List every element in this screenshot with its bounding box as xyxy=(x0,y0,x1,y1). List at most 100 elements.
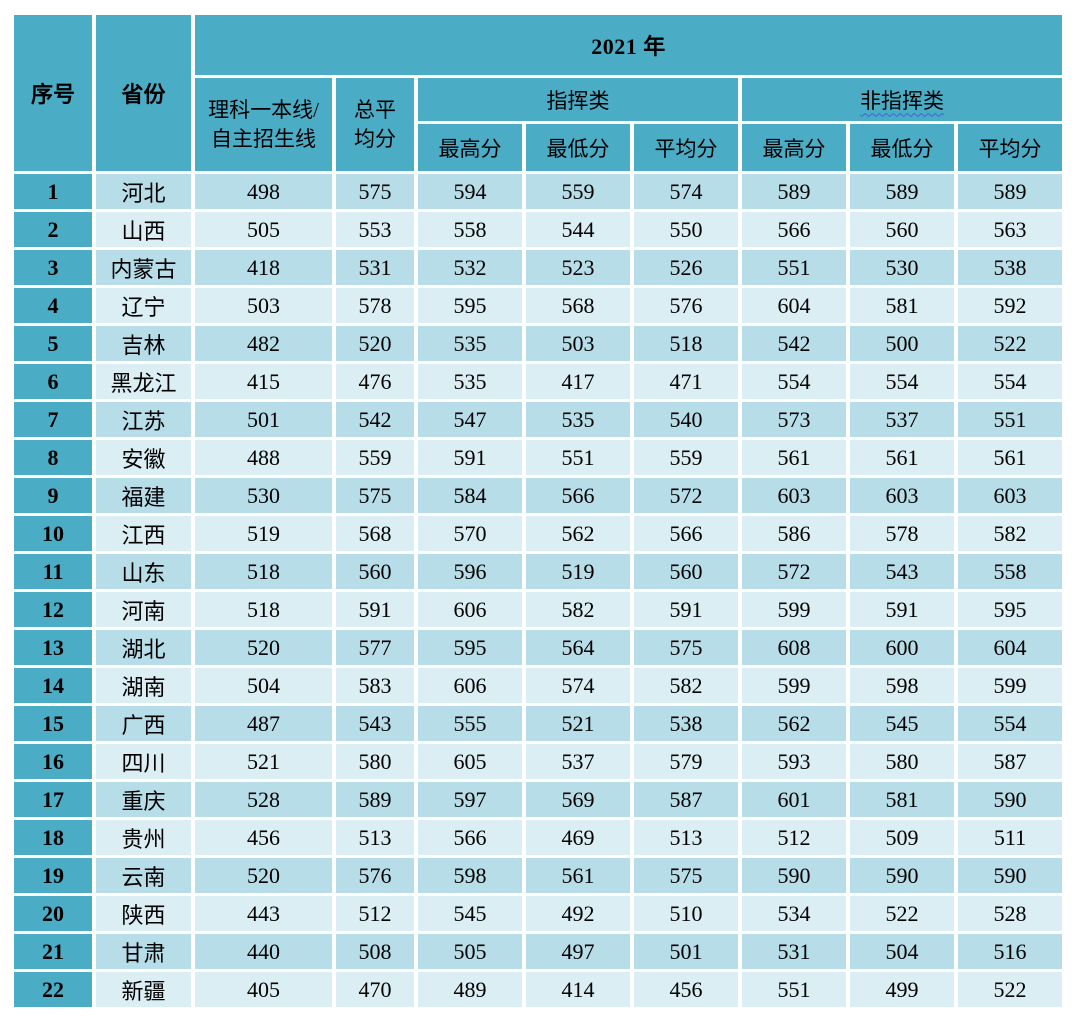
score-cell: 572 xyxy=(634,478,738,513)
score-cell: 542 xyxy=(742,326,846,361)
subheader-noncommand-avg: 平均分 xyxy=(958,124,1063,171)
score-cell: 560 xyxy=(336,554,414,589)
score-cell: 575 xyxy=(336,478,414,513)
score-cell: 604 xyxy=(958,630,1063,665)
province-cell: 江苏 xyxy=(96,402,191,437)
score-cell: 500 xyxy=(850,326,954,361)
score-cell: 558 xyxy=(418,212,522,247)
score-cell: 582 xyxy=(526,592,630,627)
score-cell: 590 xyxy=(958,782,1063,817)
province-cell: 山西 xyxy=(96,212,191,247)
table-row: 13 湖北 520 577 595 564 575 608 600 604 xyxy=(14,630,1063,665)
score-cell: 568 xyxy=(336,516,414,551)
row-index: 6 xyxy=(14,364,92,399)
score-cell: 505 xyxy=(195,212,332,247)
score-cell: 561 xyxy=(958,440,1063,475)
table-row: 2 山西 505 553 558 544 550 566 560 563 xyxy=(14,212,1063,247)
score-cell: 578 xyxy=(336,288,414,323)
score-cell: 522 xyxy=(850,896,954,931)
row-index: 10 xyxy=(14,516,92,551)
score-cell: 586 xyxy=(742,516,846,551)
score-cell: 606 xyxy=(418,668,522,703)
col-header-command-group: 指挥类 xyxy=(418,78,738,121)
province-cell: 山东 xyxy=(96,554,191,589)
province-cell: 新疆 xyxy=(96,972,191,1007)
score-cell: 535 xyxy=(418,326,522,361)
score-cell: 543 xyxy=(336,706,414,741)
score-cell: 443 xyxy=(195,896,332,931)
score-cell: 559 xyxy=(526,174,630,209)
score-cell: 570 xyxy=(418,516,522,551)
province-cell: 河北 xyxy=(96,174,191,209)
score-cell: 499 xyxy=(850,972,954,1007)
row-index: 1 xyxy=(14,174,92,209)
score-cell: 530 xyxy=(850,250,954,285)
score-cell: 530 xyxy=(195,478,332,513)
score-cell: 520 xyxy=(195,858,332,893)
score-cell: 471 xyxy=(634,364,738,399)
row-index: 11 xyxy=(14,554,92,589)
score-cell: 537 xyxy=(850,402,954,437)
province-cell: 贵州 xyxy=(96,820,191,855)
table-row: 16 四川 521 580 605 537 579 593 580 587 xyxy=(14,744,1063,779)
score-cell: 579 xyxy=(634,744,738,779)
score-cell: 601 xyxy=(742,782,846,817)
score-cell: 554 xyxy=(742,364,846,399)
score-cell: 554 xyxy=(850,364,954,399)
table-row: 3 内蒙古 418 531 532 523 526 551 530 538 xyxy=(14,250,1063,285)
score-cell: 528 xyxy=(195,782,332,817)
score-cell: 508 xyxy=(336,934,414,969)
score-cell: 440 xyxy=(195,934,332,969)
row-index: 3 xyxy=(14,250,92,285)
score-cell: 574 xyxy=(526,668,630,703)
score-cell: 538 xyxy=(634,706,738,741)
score-cell: 470 xyxy=(336,972,414,1007)
table-row: 20 陕西 443 512 545 492 510 534 522 528 xyxy=(14,896,1063,931)
score-cell: 592 xyxy=(958,288,1063,323)
table-header: 序号 省份 2021 年 理科一本线/ 自主招生线 总平 均分 指挥类 非指挥类… xyxy=(14,15,1063,171)
table-row: 22 新疆 405 470 489 414 456 551 499 522 xyxy=(14,972,1063,1007)
score-cell: 591 xyxy=(336,592,414,627)
score-cell: 534 xyxy=(742,896,846,931)
score-cell: 576 xyxy=(336,858,414,893)
table-row: 19 云南 520 576 598 561 575 590 590 590 xyxy=(14,858,1063,893)
score-cell: 555 xyxy=(418,706,522,741)
score-cell: 503 xyxy=(195,288,332,323)
score-cell: 569 xyxy=(526,782,630,817)
score-cell: 561 xyxy=(526,858,630,893)
province-cell: 辽宁 xyxy=(96,288,191,323)
row-index: 2 xyxy=(14,212,92,247)
score-cell: 531 xyxy=(336,250,414,285)
col-header-science-line: 理科一本线/ 自主招生线 xyxy=(195,78,332,171)
score-cell: 603 xyxy=(850,478,954,513)
score-cell: 568 xyxy=(526,288,630,323)
province-cell: 吉林 xyxy=(96,326,191,361)
score-cell: 566 xyxy=(418,820,522,855)
score-cell: 603 xyxy=(958,478,1063,513)
score-cell: 590 xyxy=(742,858,846,893)
province-cell: 黑龙江 xyxy=(96,364,191,399)
table-row: 21 甘肃 440 508 505 497 501 531 504 516 xyxy=(14,934,1063,969)
score-cell: 581 xyxy=(850,288,954,323)
score-cell: 591 xyxy=(850,592,954,627)
province-cell: 福建 xyxy=(96,478,191,513)
score-cell: 518 xyxy=(195,554,332,589)
province-cell: 甘肃 xyxy=(96,934,191,969)
score-cell: 573 xyxy=(742,402,846,437)
table-row: 8 安徽 488 559 591 551 559 561 561 561 xyxy=(14,440,1063,475)
score-cell: 566 xyxy=(634,516,738,551)
row-index: 16 xyxy=(14,744,92,779)
subheader-command-max: 最高分 xyxy=(418,124,522,171)
score-cell: 522 xyxy=(958,326,1063,361)
score-cell: 511 xyxy=(958,820,1063,855)
score-cell: 405 xyxy=(195,972,332,1007)
score-cell: 590 xyxy=(850,858,954,893)
score-cell: 538 xyxy=(958,250,1063,285)
score-cell: 519 xyxy=(195,516,332,551)
province-cell: 安徽 xyxy=(96,440,191,475)
row-index: 21 xyxy=(14,934,92,969)
row-index: 9 xyxy=(14,478,92,513)
score-cell: 595 xyxy=(958,592,1063,627)
header-row-subcolumns: 最高分 最低分 平均分 最高分 最低分 平均分 xyxy=(14,124,1063,171)
